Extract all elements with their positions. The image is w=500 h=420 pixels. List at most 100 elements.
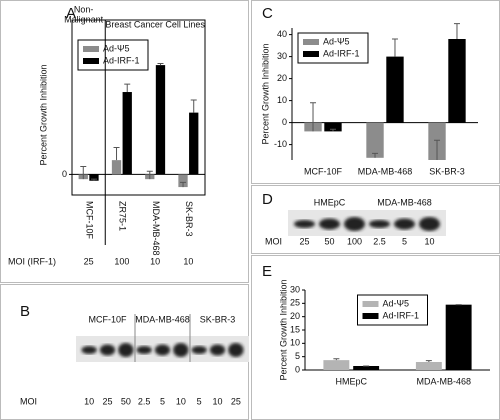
x-tick-label: HMEpC	[335, 376, 367, 386]
blot-band	[136, 346, 152, 354]
error-bar	[124, 83, 131, 93]
bar	[178, 174, 188, 188]
y-tick-label: 10	[290, 338, 300, 348]
y-tick-label: 30	[290, 284, 300, 294]
moi-value: 25	[102, 396, 112, 406]
x-tick-label: SK-BR-3	[429, 166, 465, 176]
error-bar	[329, 128, 336, 132]
bar	[415, 362, 442, 370]
group-label: MCF-10F	[89, 314, 128, 324]
blot-band	[191, 346, 207, 354]
bar	[111, 160, 122, 175]
y-axis-label: Percent Growth Inhibition	[38, 64, 48, 165]
blot-band	[154, 344, 171, 356]
y-tick-label: 40	[277, 29, 287, 39]
bar	[445, 304, 472, 370]
error-bar	[80, 165, 87, 180]
legend-label: Ad-Ψ5	[323, 36, 350, 46]
panel-letter: C	[262, 5, 273, 22]
legend-label: Ad-IRF-1	[383, 310, 420, 320]
bar	[353, 366, 380, 370]
legend-swatch	[83, 46, 99, 52]
x-tick-label: MCF-10F	[304, 166, 343, 176]
y-tick-label: 30	[277, 51, 287, 61]
blot-band	[369, 220, 390, 228]
moi-label: MOI	[20, 396, 37, 406]
error-bar	[157, 63, 164, 66]
group-label: MDA-MB-468	[135, 314, 190, 324]
x-tick-label: ZR75-1	[118, 201, 128, 231]
moi-value: 5	[197, 396, 202, 406]
error-bar	[434, 139, 441, 160]
moi-value: 5	[160, 396, 165, 406]
legend-label: Ad-IRF-1	[323, 48, 360, 58]
bar	[89, 174, 99, 181]
moi-value: 50	[121, 396, 131, 406]
moi-value: 100	[114, 256, 129, 266]
x-tick-label: MDA-MB-468	[416, 376, 471, 386]
y-tick-label: 0	[62, 169, 67, 179]
blot-band	[228, 343, 244, 357]
moi-value: 10	[212, 396, 222, 406]
legend-box	[357, 294, 428, 326]
legend-swatch	[362, 313, 379, 319]
bar	[366, 122, 384, 158]
legend-box	[297, 32, 369, 64]
bar	[189, 112, 199, 175]
moi-label: MOI	[265, 236, 282, 246]
panel-frame	[0, 0, 249, 283]
y-axis-label: Percent Growth Inhibition	[278, 279, 288, 380]
moi-value: 25	[231, 396, 241, 406]
legend-label: Ad-IRF-1	[103, 55, 140, 65]
bar	[122, 92, 132, 175]
bar	[448, 39, 466, 123]
blot-band	[99, 344, 116, 356]
blot-band	[394, 218, 415, 230]
moi-value: 5	[402, 236, 407, 246]
error-bar	[372, 152, 379, 158]
legend-swatch	[362, 301, 379, 307]
group-label: Breast Cancer Cell Lines	[105, 19, 205, 29]
panel-letter: E	[262, 263, 272, 280]
blot-band	[344, 217, 365, 231]
y-tick-label: 20	[277, 73, 287, 83]
blot-band	[294, 220, 315, 228]
moi-value: 25	[299, 236, 309, 246]
moi-value: 10	[150, 256, 160, 266]
plot-frame	[71, 19, 206, 196]
error-bar	[453, 23, 460, 39]
moi-label: MOI (IRF-1)	[8, 256, 56, 266]
moi-value: 50	[324, 236, 334, 246]
error-bar	[146, 170, 153, 180]
y-tick-label: -10	[274, 139, 287, 149]
error-bar	[90, 178, 97, 181]
legend-box	[77, 39, 149, 71]
panel-letter: A	[66, 5, 76, 22]
error-bar	[310, 102, 317, 132]
group-label: MDA-MB-468	[377, 197, 432, 207]
moi-value: 10	[424, 236, 434, 246]
x-tick-label: SK-BR-3	[184, 201, 194, 237]
legend-label: Ad-Ψ5	[383, 298, 410, 308]
legend-swatch	[303, 51, 319, 57]
y-tick-label: 25	[290, 298, 300, 308]
blot-band	[173, 343, 189, 357]
x-tick-label: MCF-10F	[84, 201, 94, 240]
panel-letter: D	[262, 191, 273, 208]
moi-value: 10	[183, 256, 193, 266]
moi-value: 10	[84, 396, 94, 406]
group-label: HMEpC	[314, 197, 346, 207]
group-label: Malignant	[64, 14, 104, 24]
blot-band	[319, 218, 340, 230]
y-tick-label: 5	[295, 351, 300, 361]
moi-value: 10	[176, 396, 186, 406]
error-bar	[190, 99, 197, 113]
moi-value: 2.5	[373, 236, 386, 246]
y-axis-label: Percent Growth Inhibition	[260, 43, 270, 144]
group-label: Non-	[74, 4, 94, 14]
bar	[386, 56, 404, 123]
blot-band	[81, 346, 97, 354]
y-tick-label: 10	[277, 95, 287, 105]
blot-band	[419, 217, 440, 231]
